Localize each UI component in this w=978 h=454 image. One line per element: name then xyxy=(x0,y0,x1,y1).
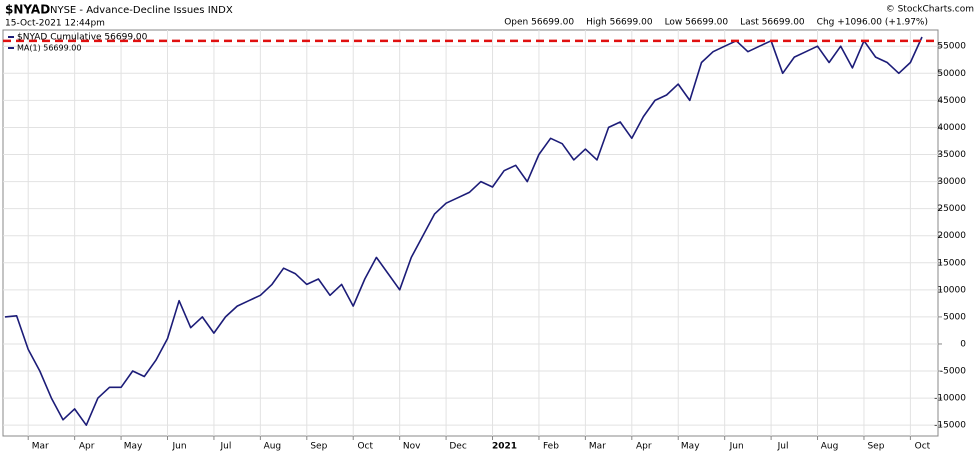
legend-label: $NYAD Cumulative 56699.00 xyxy=(17,33,148,43)
x-tick-label: Dec xyxy=(449,442,466,452)
x-tick-label: Nov xyxy=(403,442,421,452)
quote: Chg +1096.00 (+1.97%) Last 56699.00 Low 56… xyxy=(504,18,928,28)
x-tick-label: Jul xyxy=(220,442,232,452)
y-tick-label: 45000 xyxy=(937,96,966,106)
y-tick-label: 40000 xyxy=(937,123,966,133)
y-tick-label: 30000 xyxy=(937,177,966,187)
plot-frame xyxy=(2,29,939,437)
x-tick-label: Jun xyxy=(171,442,186,452)
quote-item: Last 56699.00 xyxy=(740,18,805,28)
x-tick-label: 2021 xyxy=(492,442,517,452)
y-tick-label: -15000 xyxy=(934,421,966,431)
y-tick-label: 0 xyxy=(960,339,966,349)
x-tick-label: Aug xyxy=(821,442,839,452)
x-tick-label: Mar xyxy=(589,442,606,452)
x-tick-label: Sep xyxy=(867,442,884,452)
x-tick-label: Oct xyxy=(915,442,931,452)
y-tick-label: 25000 xyxy=(937,204,966,214)
chart-title: NYSE - Advance-Decline Issues INDX xyxy=(50,5,233,16)
y-tick-label: -10000 xyxy=(934,394,966,404)
legend-label: MA(1) 56699.00 xyxy=(17,44,81,53)
x-tick-label: Feb xyxy=(543,442,559,452)
y-tick-label: -5000 xyxy=(940,367,966,377)
y-tick-label: 55000 xyxy=(937,42,966,52)
quote-item: Low 56699.00 xyxy=(665,18,729,28)
x-tick-label: Oct xyxy=(357,442,373,452)
y-tick-label: 50000 xyxy=(937,69,966,79)
x-tick-label: May xyxy=(681,442,700,452)
x-tick-label: Aug xyxy=(264,442,282,452)
data-line xyxy=(4,36,923,426)
y-tick-label: 5000 xyxy=(943,312,966,322)
x-tick-label: May xyxy=(124,442,143,452)
credit: © StockCharts.com xyxy=(886,5,974,15)
x-tick-label: Apr xyxy=(79,442,95,452)
quote-item: Open 56699.00 xyxy=(504,18,574,28)
quote-item: High 56699.00 xyxy=(586,18,653,28)
quote-item: Chg +1096.00 (+1.97%) xyxy=(817,18,928,28)
y-tick-label: 20000 xyxy=(937,231,966,241)
y-tick-label: 10000 xyxy=(937,285,966,295)
x-tick-label: Apr xyxy=(636,442,652,452)
date: 15-Oct-2021 12:44pm xyxy=(5,19,105,29)
x-tick-label: Jun xyxy=(729,442,744,452)
x-tick-label: Mar xyxy=(32,442,49,452)
y-tick-label: 15000 xyxy=(937,258,966,268)
y-tick-label: 35000 xyxy=(937,150,966,160)
symbol: $NYAD xyxy=(5,3,50,17)
x-tick-label: Jul xyxy=(777,442,789,452)
x-tick-label: Sep xyxy=(310,442,327,452)
